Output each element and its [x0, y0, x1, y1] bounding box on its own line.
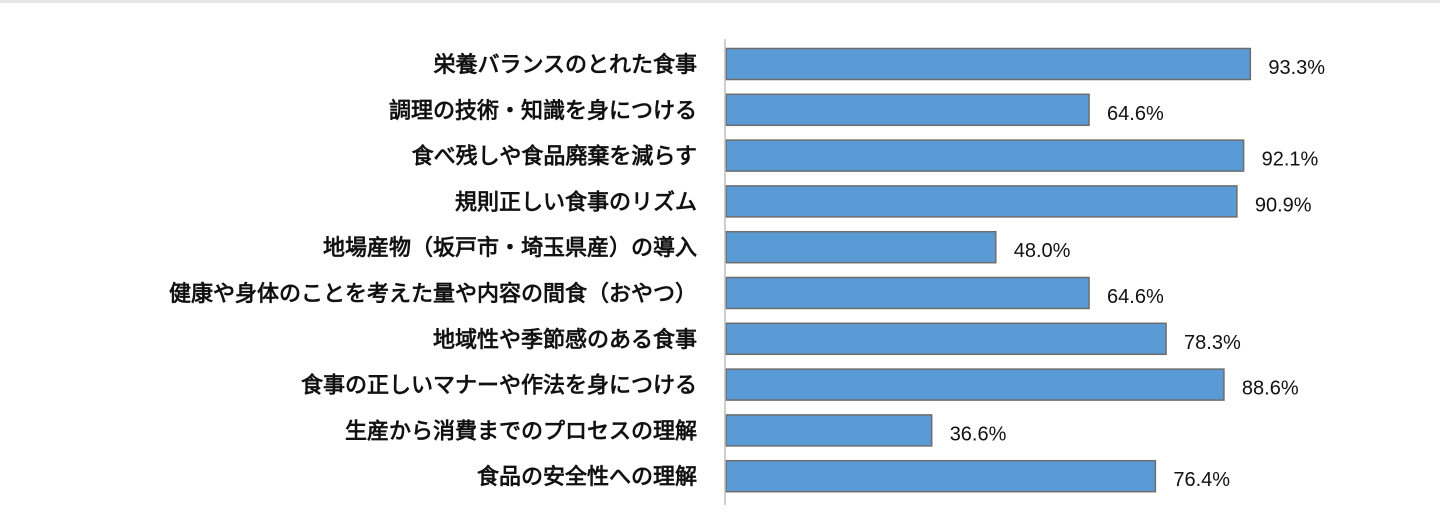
category-label: 食事の正しいマナーや作法を身につける: [301, 373, 697, 399]
category-label: 栄養バランスのとれた食事: [432, 52, 697, 78]
value-label: 78.3%: [1184, 332, 1241, 354]
bar: [725, 368, 1225, 401]
value-label: 36.6%: [950, 423, 1007, 445]
bar: [725, 414, 933, 447]
category-label: 食べ残しや食品廃棄を減らす: [412, 144, 697, 170]
bars-layer: [725, 47, 1252, 493]
value-labels-layer: 93.3% 64.6% 92.1% 90.9% 48.0% 64.6% 78.3% 88.6%…: [950, 57, 1326, 491]
category-label: 生産から消費までのプロセスの理解: [345, 418, 697, 444]
bar: [725, 459, 1157, 493]
category-label: 地場産物（坂戸市・埼玉県産）の導入: [323, 235, 697, 261]
category-label: 食品の安全性への理解: [477, 464, 697, 490]
category-label: 健康や身体のことを考えた量や内容の間食（おやつ）: [169, 281, 697, 307]
value-label: 88.6%: [1242, 378, 1299, 400]
bar: [725, 47, 1252, 81]
top-border: [0, 0, 1440, 3]
value-label: 64.6%: [1107, 286, 1164, 308]
category-label: 調理の技術・知識を身につける: [389, 98, 697, 124]
value-label: 64.6%: [1107, 103, 1164, 125]
bar: [725, 276, 1090, 310]
value-label: 48.0%: [1014, 240, 1071, 262]
category-label: 規則正しい食事のリズム: [455, 189, 697, 215]
bar: [725, 185, 1238, 218]
value-label: 90.9%: [1255, 194, 1312, 216]
bar: [725, 139, 1245, 172]
bar: [725, 322, 1167, 356]
value-label: 93.3%: [1268, 57, 1325, 79]
value-label: 76.4%: [1173, 469, 1230, 491]
bar: [725, 230, 997, 264]
category-label: 地域性や季節感のある食事: [433, 327, 697, 353]
value-label: 92.1%: [1262, 149, 1319, 171]
category-labels-layer: 栄養バランスのとれた食事調理の技術・知識を身につける食べ残しや食品廃棄を減らす規…: [169, 52, 697, 490]
bar: [725, 93, 1090, 127]
